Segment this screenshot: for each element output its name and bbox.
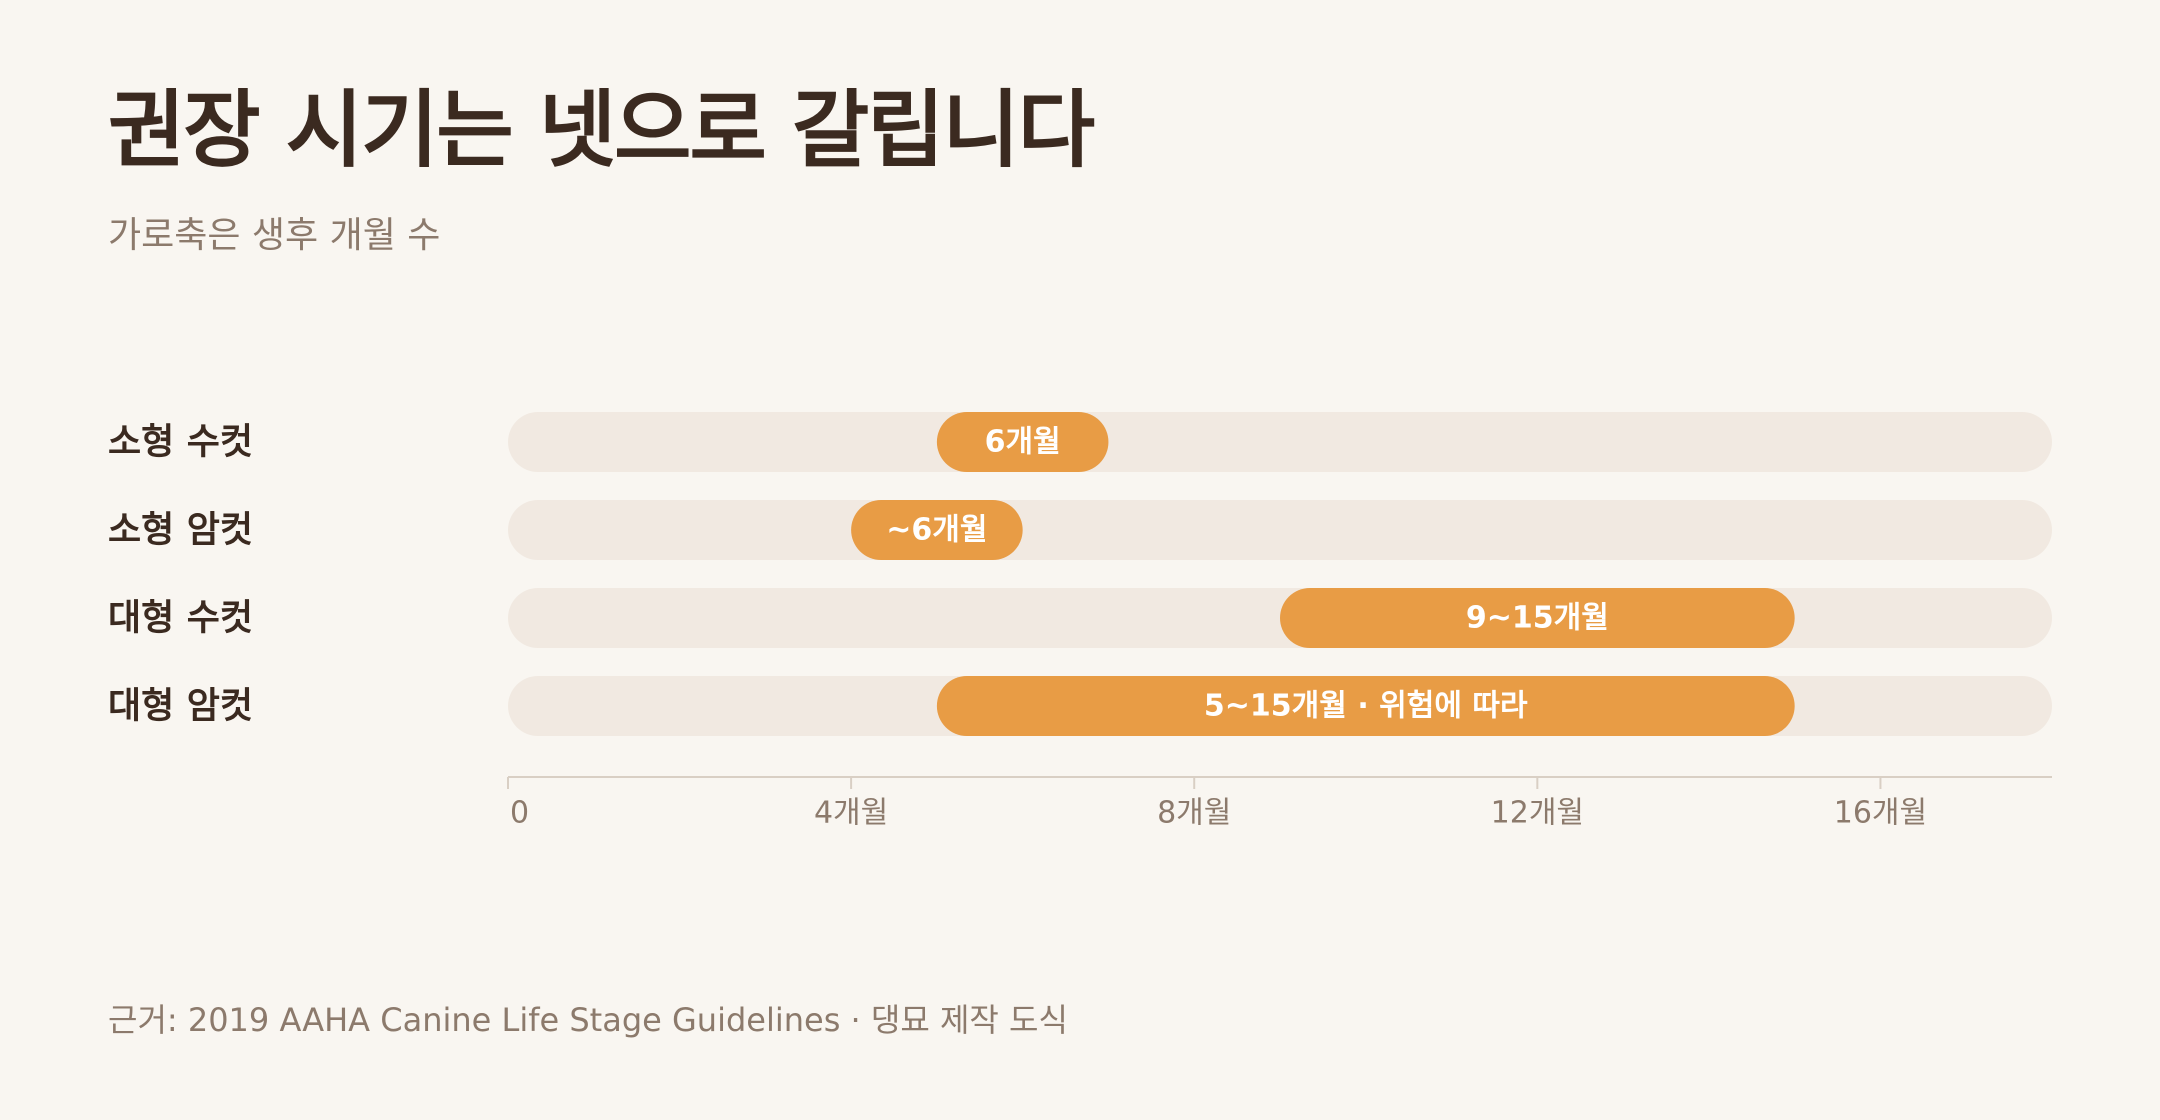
source-note: 근거: 2019 AAHA Canine Life Stage Guidelin… <box>108 1001 1068 1039</box>
range-bar <box>936 676 1795 736</box>
bar-track <box>508 412 2052 472</box>
x-tick-label: 0 <box>510 796 529 831</box>
x-tick-label: 16개월 <box>1834 796 1927 831</box>
category-label: 소형 수컷 <box>108 422 253 463</box>
range-bar-label: 5~15개월 · 위험에 따라 <box>1204 689 1528 724</box>
category-label: 대형 암컷 <box>108 686 253 727</box>
chart-title: 권장 시기는 넷으로 갈립니다 <box>108 81 1095 179</box>
x-tick-label: 12개월 <box>1491 796 1584 831</box>
x-tick-label: 8개월 <box>1157 796 1231 831</box>
range-bar-label: 9~15개월 <box>1466 601 1609 636</box>
range-bar-label: ~6개월 <box>886 513 987 548</box>
category-label: 소형 암컷 <box>108 510 253 551</box>
x-tick-label: 4개월 <box>814 796 888 831</box>
chart-subtitle: 가로축은 생후 개월 수 <box>108 215 441 256</box>
range-bar <box>851 500 1023 560</box>
range-bar <box>936 412 1109 472</box>
category-label: 대형 수컷 <box>108 598 253 639</box>
bar-track <box>508 500 2052 560</box>
range-bar <box>1280 588 1795 648</box>
range-bar-label: 6개월 <box>985 425 1061 460</box>
